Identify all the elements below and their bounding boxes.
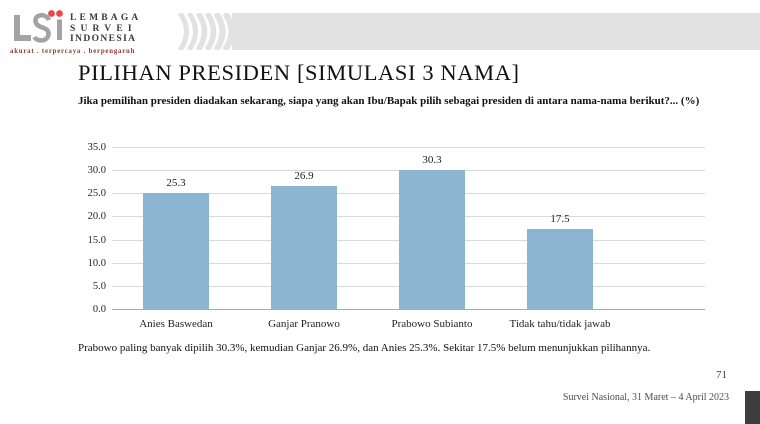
footer-note: Survei Nasional, 31 Maret – 4 April 2023 bbox=[562, 392, 729, 403]
bar-value-label: 25.3 bbox=[166, 176, 186, 189]
y-axis-tick-label: 20.0 bbox=[87, 211, 106, 223]
y-axis-tick-label: 15.0 bbox=[87, 234, 106, 246]
y-axis-tick-label: 30.0 bbox=[87, 165, 106, 177]
y-axis-tick-label: 25.0 bbox=[87, 188, 106, 200]
x-axis-category-label: Ganjar Pranowo bbox=[268, 318, 340, 330]
bar-chart-plot-area: 0.0 5.0 10.0 15.0 20.0 25.0 30.0 35.0 25.3 Anies … bbox=[88, 142, 705, 331]
bar-value-label: 17.5 bbox=[550, 213, 570, 225]
bar bbox=[527, 229, 593, 310]
lsi-logo-wordmark: LEMBAGA SURVEI INDONESIA bbox=[70, 6, 142, 45]
bar-slot: 25.3 Anies Baswedan bbox=[112, 148, 240, 330]
bar-slot: 30.3 Prabowo Subianto bbox=[368, 148, 496, 330]
y-axis-tick-label: 0.0 bbox=[92, 304, 106, 315]
bar bbox=[399, 169, 465, 310]
page-number: 71 bbox=[716, 369, 727, 381]
logo-org-line: INDONESIA bbox=[70, 34, 137, 44]
y-axis-tick-label: 10.0 bbox=[87, 257, 106, 269]
logo-tagline: akurat . terpercaya . berpengaruh bbox=[10, 48, 136, 55]
header-band bbox=[150, 13, 760, 50]
logo-org-line: LEMBAGA bbox=[70, 13, 142, 23]
slide-caption: Prabowo paling banyak dipilih 30.3%, kem… bbox=[78, 342, 651, 354]
bar-value-label: 26.9 bbox=[294, 169, 314, 182]
lsi-logo: LEMBAGA SURVEI INDONESIA akurat . terper… bbox=[10, 6, 160, 55]
y-axis-tick-label: 5.0 bbox=[92, 280, 106, 292]
lsi-logo-icon bbox=[14, 10, 63, 43]
y-axis-tick-label: 35.0 bbox=[87, 142, 106, 153]
bar bbox=[271, 185, 337, 310]
bar bbox=[143, 192, 209, 310]
x-axis-category-label: Tidak tahu/tidak jawab bbox=[509, 318, 611, 330]
corner-tab-decoration bbox=[745, 391, 760, 424]
slide-subtitle: Jika pemilihan presiden diadakan sekaran… bbox=[78, 95, 700, 107]
x-axis-category-label: Prabowo Subianto bbox=[391, 318, 473, 330]
x-axis-category-label: Anies Baswedan bbox=[139, 318, 213, 330]
bar-slot: 26.9 Ganjar Pranowo bbox=[240, 148, 368, 331]
slide-title: PILIHAN PRESIDEN [SIMULASI 3 NAMA] bbox=[78, 60, 520, 85]
gridline bbox=[112, 147, 705, 148]
logo-org-line: SURVEI bbox=[70, 23, 137, 34]
bar-value-label: 30.3 bbox=[422, 153, 442, 166]
bar-slot: 17.5 Tidak tahu/tidak jawab bbox=[496, 148, 624, 330]
chevron-pattern-icon bbox=[177, 13, 760, 50]
